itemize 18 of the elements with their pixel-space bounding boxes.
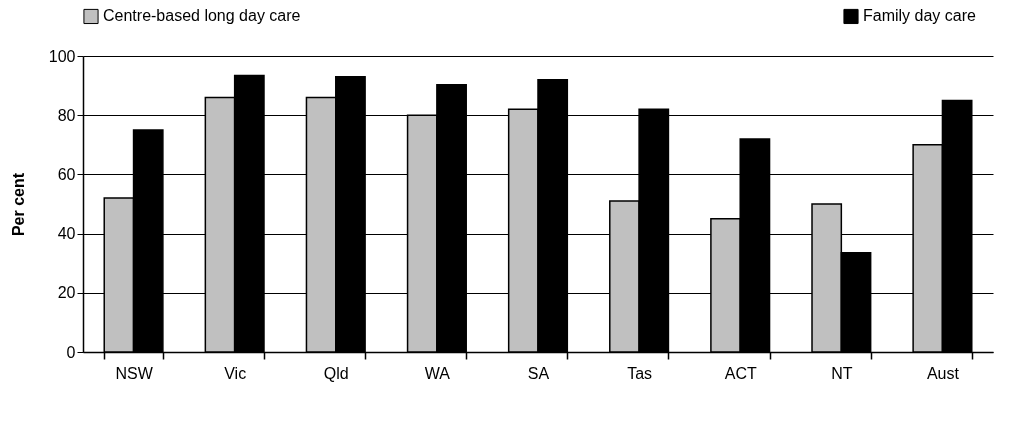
x-tick-label: NSW bbox=[115, 364, 154, 382]
y-tick-label: 100 bbox=[48, 47, 76, 65]
x-tick-label: ACT bbox=[724, 364, 757, 382]
x-tick-label: WA bbox=[424, 364, 451, 382]
x-tick-label: Vic bbox=[224, 364, 247, 382]
legend-label: Centre-based long day care bbox=[103, 7, 301, 25]
x-tick-label: SA bbox=[527, 364, 550, 382]
y-tick-label: 60 bbox=[57, 165, 76, 183]
x-tick-label: NT bbox=[831, 364, 853, 382]
y-tick-label: 20 bbox=[57, 284, 76, 302]
legend-label: Family day care bbox=[863, 7, 977, 25]
y-axis-title: Per cent bbox=[9, 172, 27, 237]
x-tick-label: Aust bbox=[926, 364, 960, 382]
x-tick-label: Tas bbox=[627, 364, 653, 382]
y-tick-label: 80 bbox=[57, 106, 76, 124]
x-tick-label: Qld bbox=[323, 364, 349, 382]
y-tick-label: 0 bbox=[66, 343, 76, 361]
y-tick-label: 40 bbox=[57, 225, 76, 243]
